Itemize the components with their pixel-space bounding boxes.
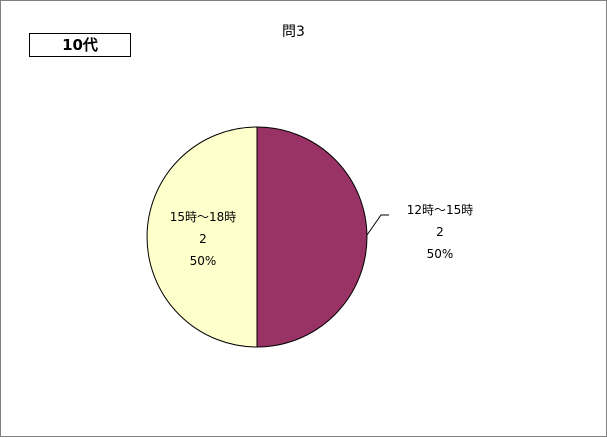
leader-line bbox=[366, 214, 389, 236]
pie-slices bbox=[146, 126, 368, 348]
pie-slice-0 bbox=[256, 126, 368, 348]
slice-label-0-name: 12時～15時 bbox=[407, 203, 474, 217]
slice-label-1-percent: 50% bbox=[190, 254, 217, 268]
slice-label-0-percent: 50% bbox=[427, 247, 454, 261]
slice-label-0-value: 2 bbox=[436, 225, 444, 239]
pie-slice-1 bbox=[146, 126, 258, 348]
slice-label-1-value: 2 bbox=[199, 232, 207, 246]
slice-label-1-name: 15時～18時 bbox=[170, 210, 237, 224]
slice-label-group-0: 12時～15時 2 50% bbox=[407, 203, 474, 261]
slice-label-group-1: 15時～18時 2 50% bbox=[170, 210, 237, 268]
group-label: 10代 bbox=[29, 33, 131, 57]
chart-title: 問3 bbox=[282, 24, 305, 40]
